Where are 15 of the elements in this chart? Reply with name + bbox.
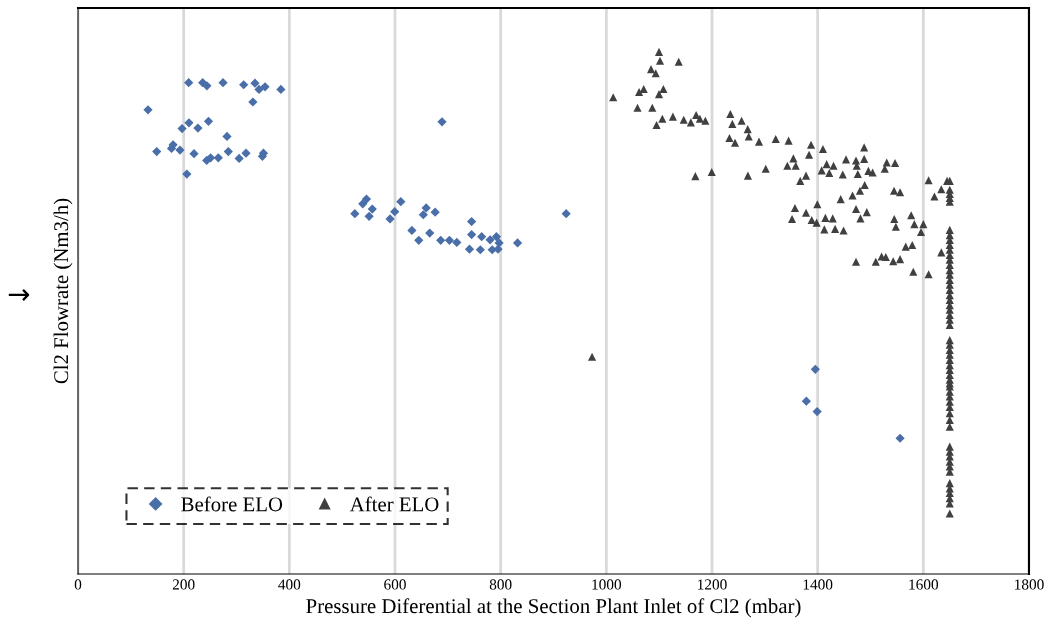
text: → (8, 289, 30, 301)
x-axis-title: Pressure Diferential at the Section Plant Inlet of Cl2 (mbar) (306, 598, 801, 618)
x-tick-label: 1000 (592, 579, 622, 590)
x-tick-label: 200 (172, 579, 195, 590)
legend-label: After ELO (349, 496, 439, 512)
x-tick-label: 600 (384, 579, 406, 590)
x-tick-label: 1200 (698, 579, 727, 590)
x-tick-label: 800 (489, 579, 512, 590)
x-tick-label: 1800 (1015, 579, 1044, 590)
x-tick-label: 400 (278, 579, 301, 590)
x-tick-label: 0 (74, 579, 82, 590)
legend-label: Before ELO (181, 496, 283, 512)
y-axis-title: Cl2 Flowrate (Nm3/h) (53, 198, 73, 384)
x-tick-label: 1600 (909, 579, 939, 590)
x-tick-label: 1400 (803, 579, 833, 590)
